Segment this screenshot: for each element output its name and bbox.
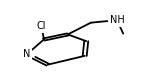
Text: Cl: Cl [37, 21, 46, 31]
Text: N: N [23, 49, 31, 59]
Text: NH: NH [110, 15, 124, 25]
